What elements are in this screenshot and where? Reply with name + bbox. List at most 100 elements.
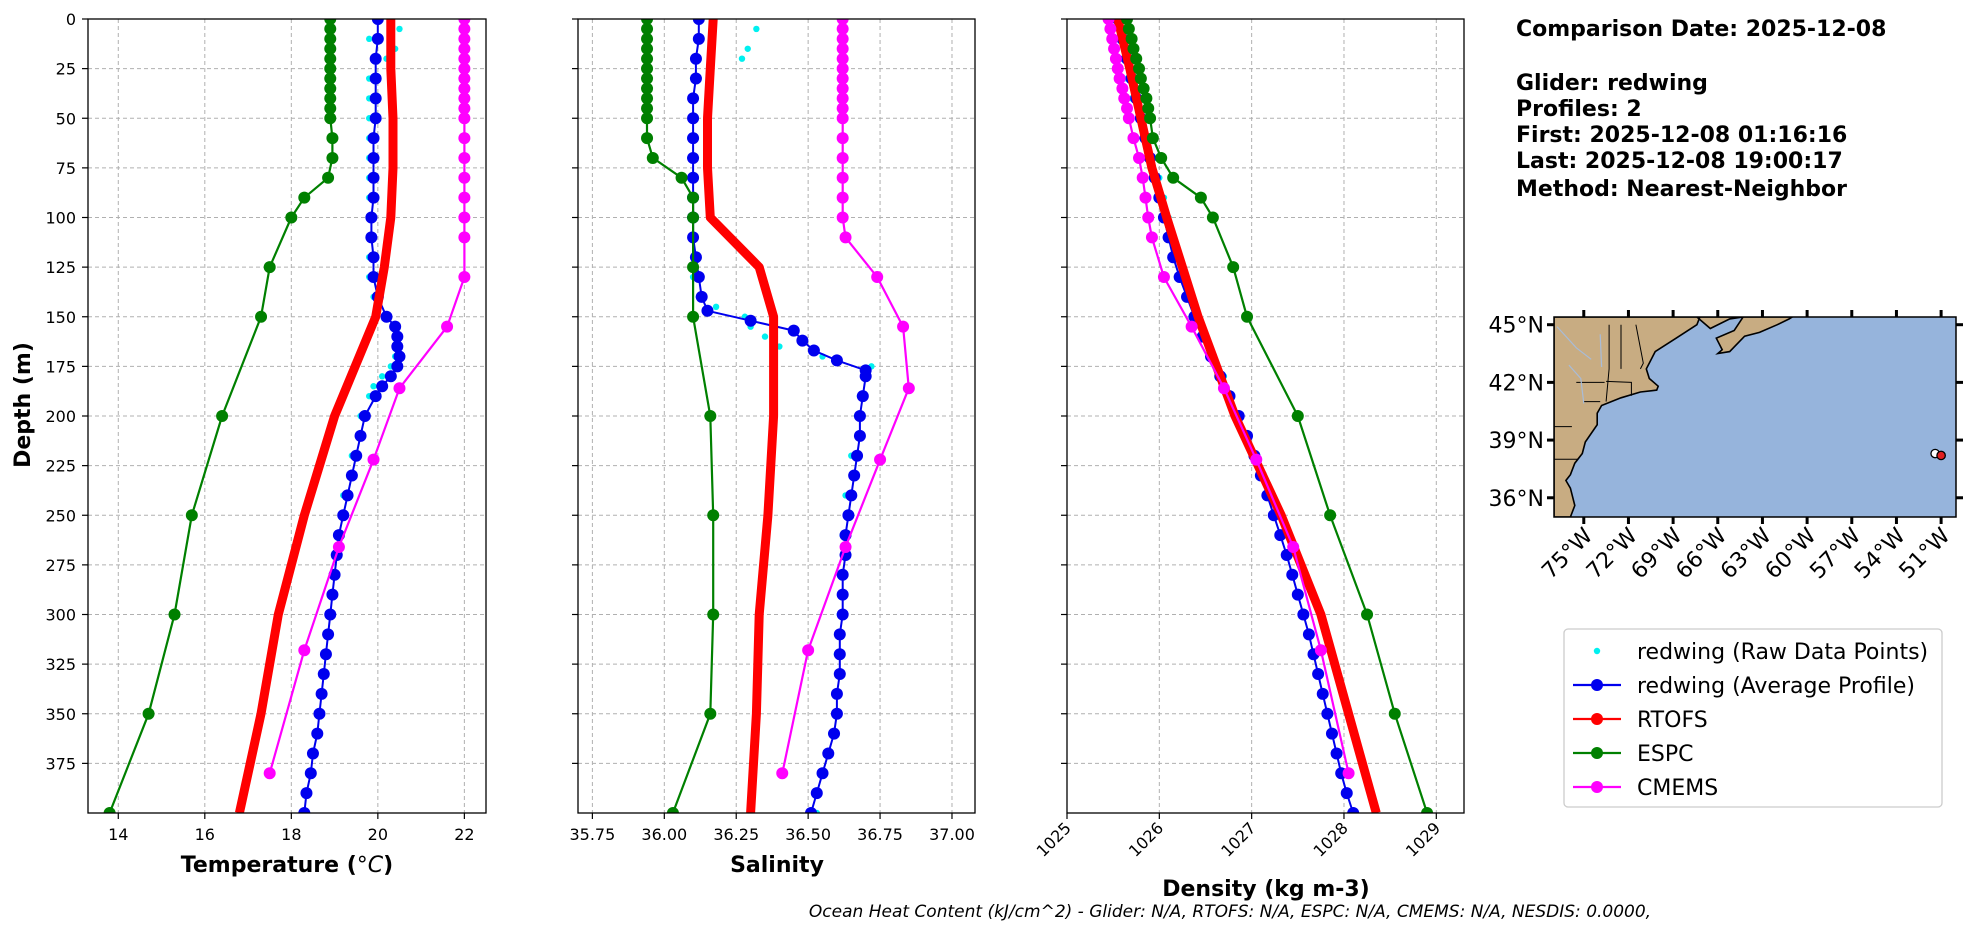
method: Method: Nearest-Neighbor [1516, 177, 1847, 202]
cmems-point [1121, 102, 1134, 115]
avg-point [1302, 628, 1315, 641]
avg-point [311, 727, 324, 740]
avg-point [687, 132, 700, 145]
x-tick-label: 36.00 [641, 825, 687, 844]
cmems-point [1142, 211, 1155, 224]
rtofs-line [235, 19, 398, 813]
avg-point [1312, 668, 1325, 681]
y-tick-label: 0 [66, 10, 76, 29]
cmems-point [1145, 231, 1158, 244]
espc-point [324, 52, 337, 65]
cmems-point [458, 102, 471, 115]
avg-point [701, 304, 714, 317]
cmems-point [458, 271, 471, 284]
avg-point [369, 112, 382, 125]
cmems-point [458, 62, 471, 75]
state-border [1635, 324, 1644, 370]
lat-label: 45°N [1489, 314, 1544, 339]
cmems-point [836, 92, 849, 105]
avg-point [367, 191, 380, 204]
espc-point [1140, 92, 1153, 105]
cmems-point [458, 171, 471, 184]
espc-point [324, 32, 337, 45]
espc-point [641, 102, 654, 115]
cmems-point [836, 112, 849, 125]
river [1599, 334, 1603, 368]
legend: redwing (Raw Data Points) redwing (Averag… [1563, 628, 1943, 808]
espc-point [641, 112, 654, 125]
cmems-point [839, 541, 852, 554]
map-land-group [1554, 317, 1794, 517]
x-tick-label: 35.75 [569, 825, 615, 844]
cmems-point [458, 82, 471, 95]
cmems-point [1118, 92, 1131, 105]
avg-point [345, 469, 358, 482]
cmems-point [836, 42, 849, 55]
avg-point [836, 568, 849, 581]
series-group [1102, 19, 1434, 813]
cmems-point [458, 112, 471, 125]
lon-label: 54°W [1850, 523, 1911, 584]
espc-point [641, 42, 654, 55]
legend-label: redwing (Average Profile) [1637, 674, 1915, 699]
espc-point [1125, 32, 1138, 45]
espc-point [185, 509, 198, 522]
profile-count: Profiles: 2 [1516, 97, 1642, 122]
avg-point [317, 668, 330, 681]
cmems-point [367, 453, 380, 466]
x-tick-label: 16 [195, 825, 215, 844]
legend-label: ESPC [1637, 742, 1694, 767]
avg-point [1325, 727, 1338, 740]
lon-label: 66°W [1671, 523, 1732, 584]
lon-label: 69°W [1627, 523, 1688, 584]
avg-point [842, 509, 855, 522]
avg-point [365, 211, 378, 224]
avg-point [744, 314, 757, 327]
cmems-point [836, 72, 849, 85]
lat-label: 39°N [1489, 429, 1544, 454]
avg-point [830, 707, 843, 720]
lon-label: 75°W [1537, 523, 1598, 584]
avg-point [306, 747, 319, 760]
cmems-point [458, 132, 471, 145]
avg-point [859, 370, 872, 383]
espc-point [1134, 72, 1147, 85]
temperature-panel: Depth (m) Temperature (°C) 0 25 50 75 100 125… [11, 10, 487, 878]
raw-point [712, 303, 720, 311]
cmems-point [1139, 191, 1152, 204]
cmems-point [836, 132, 849, 145]
x-tick-label: 36.25 [713, 825, 759, 844]
espc-point [704, 707, 717, 720]
y-tick-label: 50 [56, 109, 76, 128]
cmems-point [871, 271, 884, 284]
y-tick-label: 150 [45, 308, 76, 327]
espc-point [641, 92, 654, 105]
cmems-point [1113, 72, 1126, 85]
cmems-point [839, 231, 852, 244]
espc-point [1206, 211, 1219, 224]
cmems-point [776, 767, 789, 780]
x-tick-label: 20 [368, 825, 388, 844]
x-tick-label: 36.50 [785, 825, 831, 844]
legend-box [1563, 628, 1943, 808]
espc-point [641, 19, 654, 25]
avg-point [367, 151, 380, 164]
avg-point [845, 489, 858, 502]
espc-point [324, 112, 337, 125]
x-tick-label: 1026 [1125, 818, 1167, 860]
x-tick-label: 14 [108, 825, 128, 844]
avg-point [695, 290, 708, 303]
avg-point [319, 648, 332, 661]
espc-point [1146, 132, 1159, 145]
lon-label: 51°W [1895, 523, 1956, 584]
ocean-heat-content-note: Ocean Heat Content (kJ/cm^2) - Glider: N… [809, 902, 1651, 922]
espc-point [168, 608, 181, 621]
espc-point [1241, 310, 1254, 323]
avg-point [816, 767, 829, 780]
espc-point [324, 42, 337, 55]
espc-point [326, 151, 339, 164]
espc-point [687, 191, 700, 204]
espc-point [641, 82, 654, 95]
espc-point [298, 191, 311, 204]
